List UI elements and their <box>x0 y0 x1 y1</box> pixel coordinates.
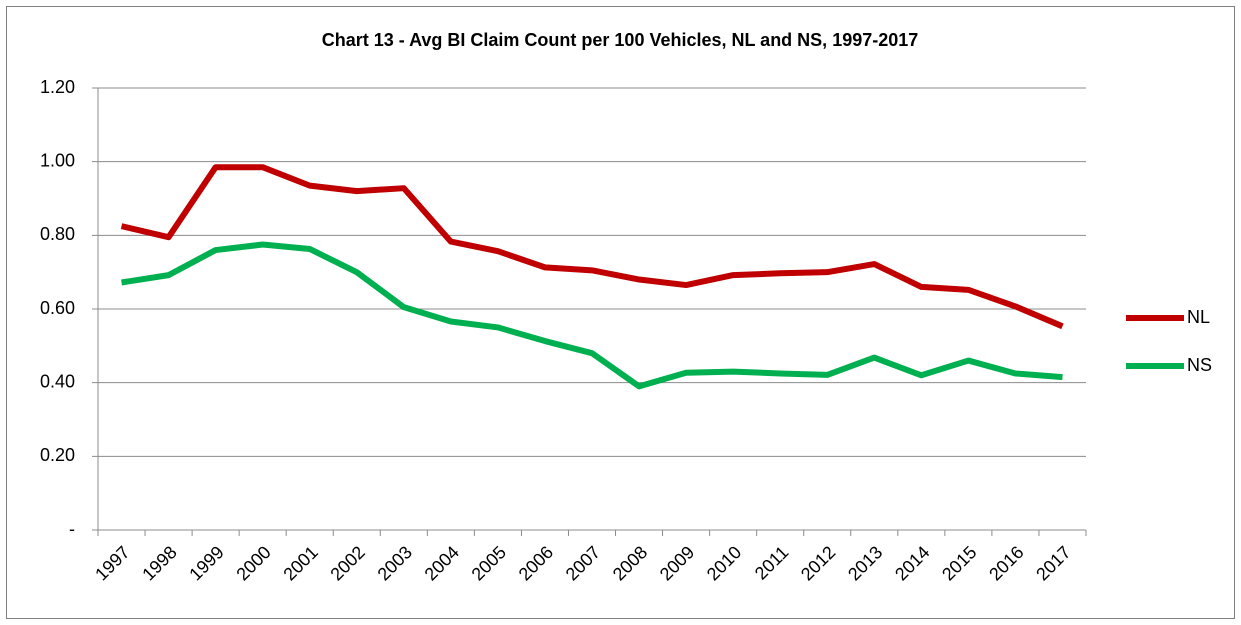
y-tick-label: 0.60 <box>40 298 75 318</box>
y-tick-label: - <box>69 519 75 539</box>
y-tick-label: 1.00 <box>40 150 75 170</box>
line-series <box>120 164 1064 330</box>
chart-title: Chart 13 - Avg BI Claim Count per 100 Ve… <box>322 30 919 50</box>
legend-label: NS <box>1187 355 1212 375</box>
y-tick-label: 0.80 <box>40 224 75 244</box>
legend-label: NL <box>1187 307 1210 327</box>
y-tick-label: 0.20 <box>40 445 75 465</box>
chart-border <box>6 6 1235 619</box>
y-tick-label: 0.40 <box>40 371 75 391</box>
y-tick-label: 1.20 <box>40 77 75 97</box>
line-series <box>121 241 1063 390</box>
